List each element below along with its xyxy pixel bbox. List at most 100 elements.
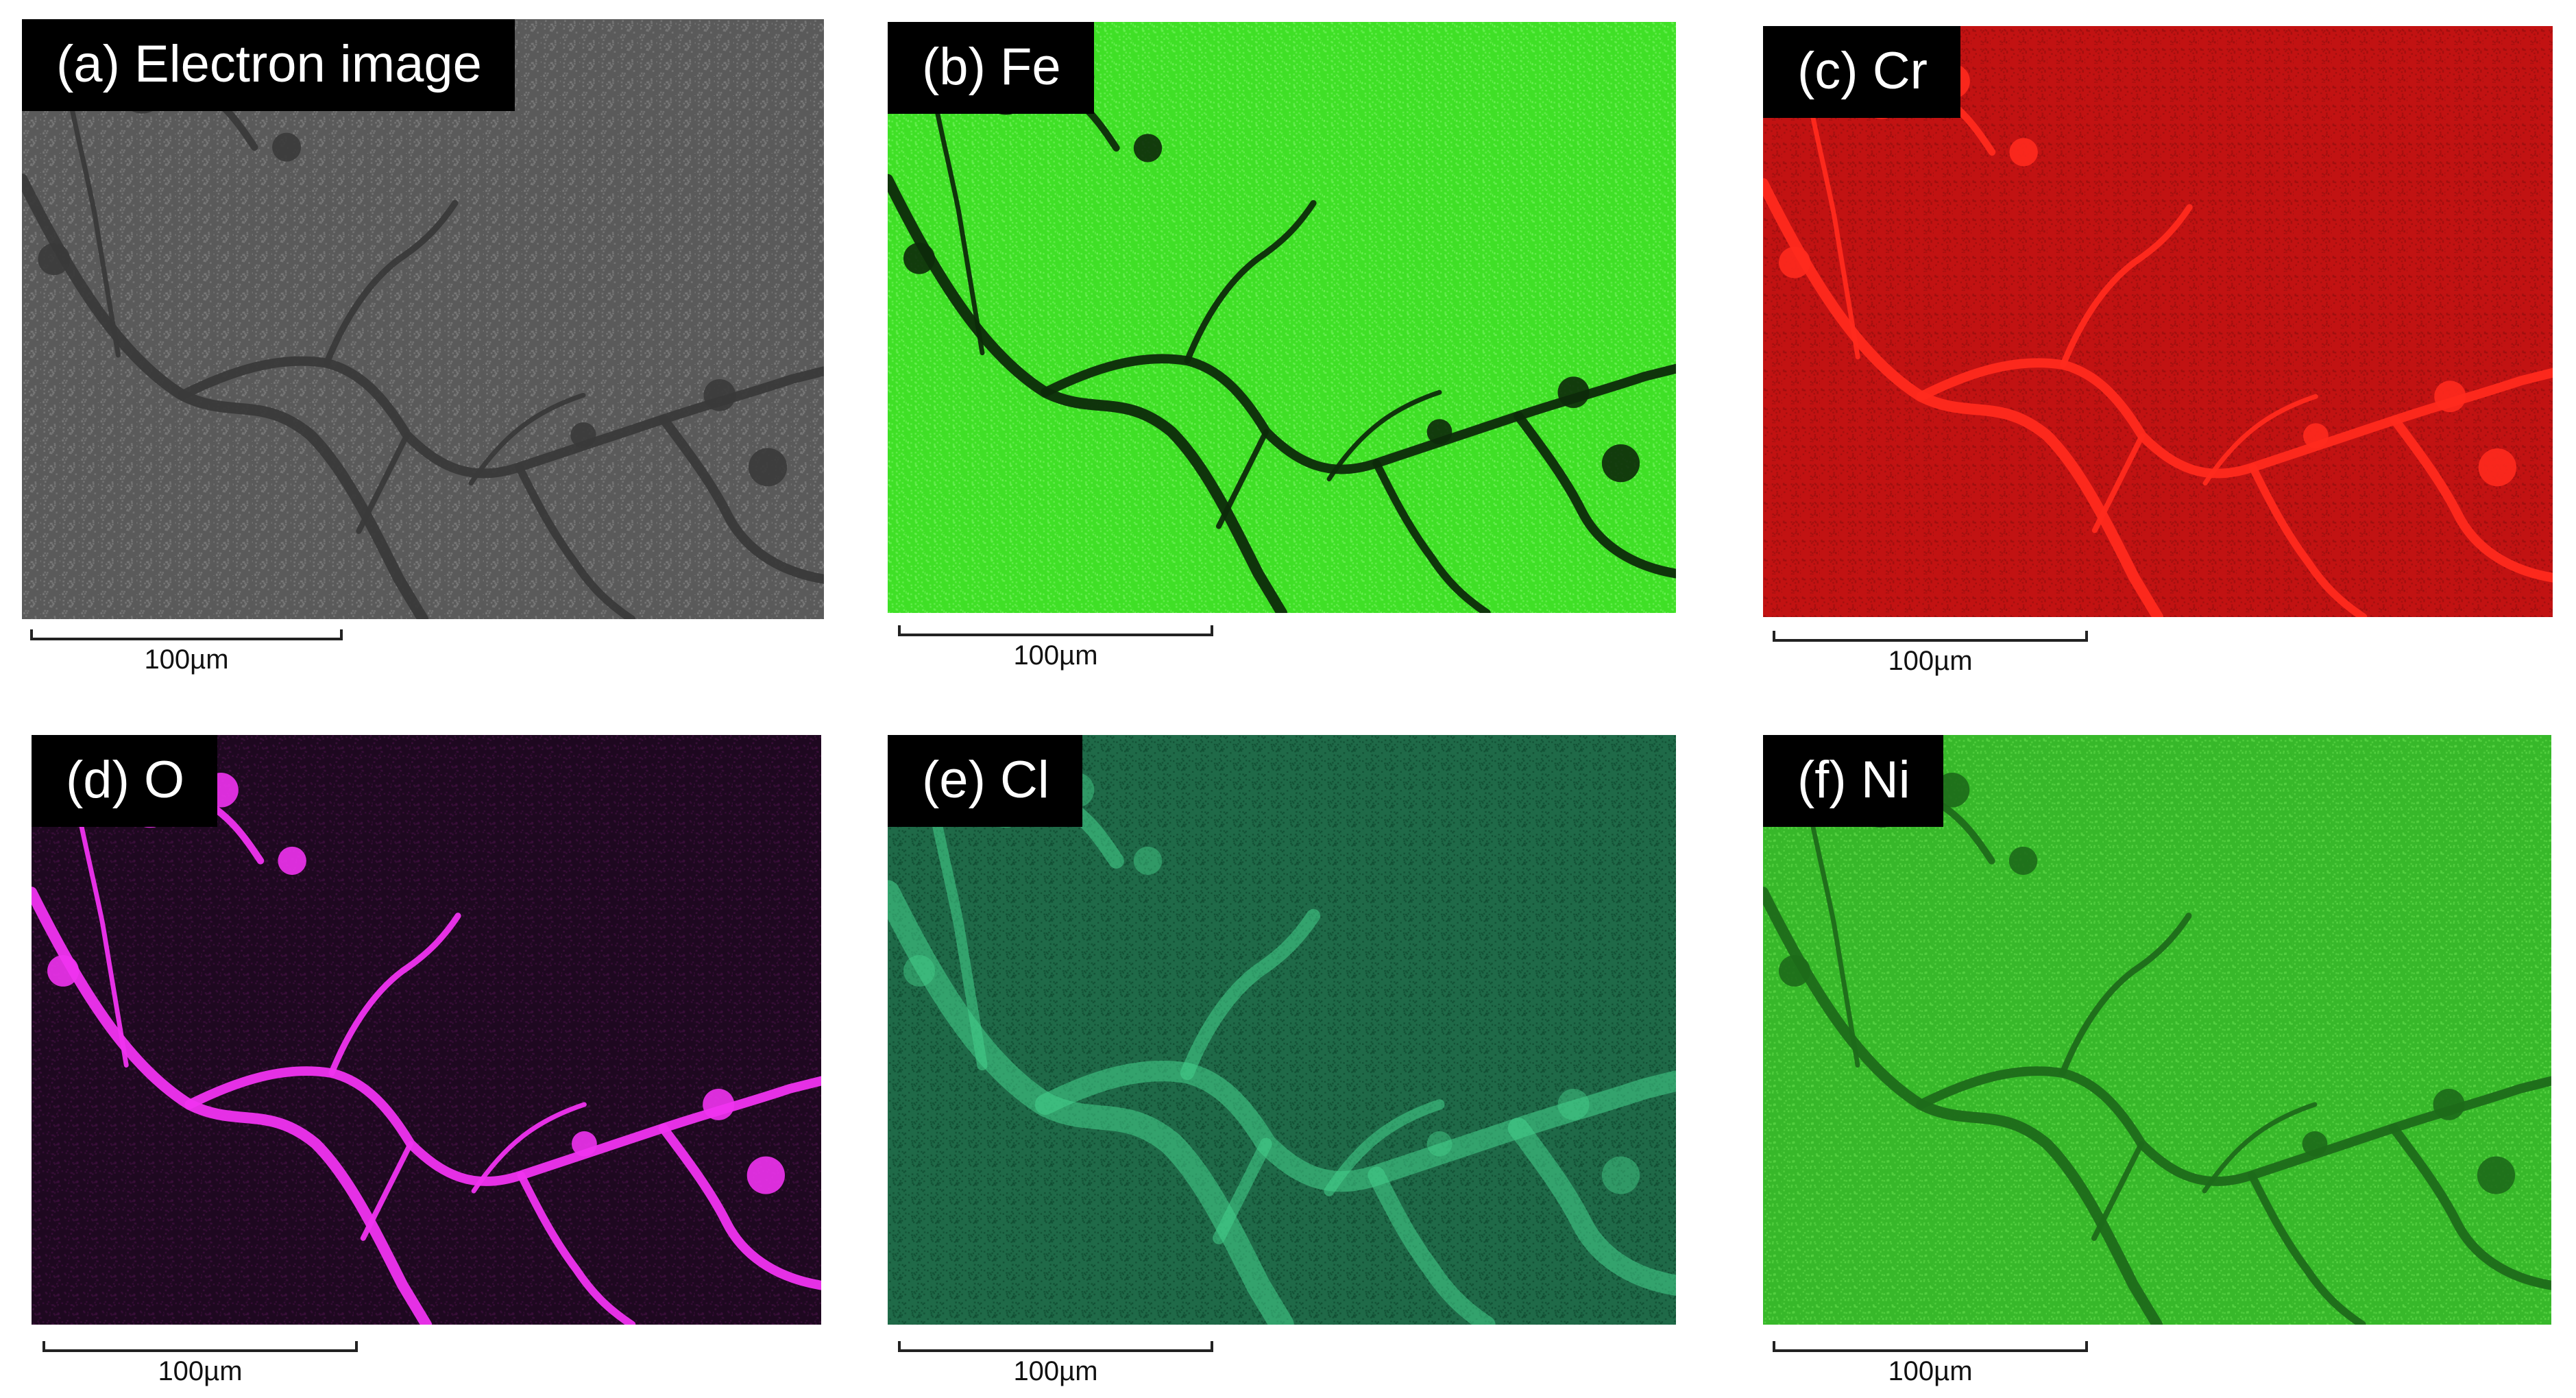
cr-element-map [1763,26,2553,617]
crack-segment [1763,887,2163,1325]
panel-d-scale-text: 100µm [158,1356,243,1386]
crack-segment [1372,459,1491,613]
panel-b-scale-text: 100µm [1013,640,1098,671]
panel-b-scale-bar: 100µm [898,625,1213,673]
panel-a-scale-text: 100µm [144,644,229,675]
panel-c-cr-map: (c) Cr [1763,26,2553,617]
panel-a-electron-image: (a) Electron image [22,19,824,619]
crack-segment [471,1102,587,1194]
crack-segment [468,392,586,486]
crack-segment [517,1171,636,1325]
oxide-nodule [1426,419,1453,445]
crack-segment [2060,204,2193,368]
crack-segment [1034,1060,1676,1192]
panel-d-o-map: (d) O [32,735,821,1325]
oxide-nodule [2009,138,2038,167]
crack-segment [932,98,985,356]
crack-segment [22,173,429,619]
oxide-nodule [2008,846,2038,876]
crack-segment [1763,178,2164,617]
oxide-nodule [1779,246,1811,278]
crack-segment [658,1123,821,1290]
oxide-nodule [903,955,935,987]
crack-segment [328,913,461,1076]
crack-segment [2390,415,2553,583]
panel-d-scale-bar: 100µm [42,1341,358,1389]
oxide-nodule [1557,376,1590,409]
crack-segment [929,808,988,1071]
crack-segment [1324,1099,1445,1196]
panel-e-scale-bar: 100µm [898,1341,1213,1389]
crack-segment [1368,1166,1496,1325]
oxide-nodule [272,132,302,162]
oxide-nodule [571,1131,597,1157]
crack-segment [1916,358,2553,479]
oxide-nodule [746,1156,786,1194]
crack-segment [76,811,129,1068]
crack-segment [1507,1118,1676,1296]
crack-segment [2389,1123,2551,1290]
oxide-nodule [2433,1089,2465,1120]
fe-element-map [888,22,1676,613]
panel-c-label: (c) Cr [1763,26,1960,118]
panel-e-label: (e) Cl [888,735,1082,827]
crack-segment [2248,1171,2366,1325]
crack-segment [2091,433,2145,533]
crack-segment [1514,411,1676,579]
oxide-nodule [2302,423,2329,449]
oxide-nodule [1133,846,1163,876]
crack-segment [1326,389,1442,482]
crack-segment [888,173,1288,613]
crack-segment [888,880,1294,1325]
crack-segment [67,97,121,358]
panel-b-fe-map: (b) Fe [888,22,1676,613]
crack-segment [1808,811,1860,1068]
oxide-nodule [1133,134,1163,162]
panel-c-scale-bar: 100µm [1773,631,2088,679]
crack-segment [1213,1137,1272,1244]
crack-segment [32,887,433,1325]
panel-a-label: (a) Electron image [22,19,515,111]
oxide-nodule [1557,1089,1590,1120]
oxide-nodule [749,448,788,487]
crack-segment [323,200,459,367]
panel-d-label: (d) O [32,735,218,827]
o-element-map [32,735,821,1325]
crack-segment [1184,200,1317,364]
crack-segment [2091,1141,2145,1241]
oxide-nodule [2434,381,2466,413]
oxide-nodule [1426,1131,1453,1157]
crack-segment [184,1066,821,1186]
crack-segment [177,356,824,479]
oxide-nodule [38,243,71,276]
panel-f-scale-bar: 100µm [1773,1341,2088,1389]
oxide-nodule [1601,444,1640,483]
oxide-nodule [703,379,736,411]
crack-segment [1215,429,1269,529]
panel-e-cl-map: (e) Cl [888,735,1676,1325]
crack-segment [1916,1066,2551,1186]
crack-segment [658,414,824,584]
panel-b-label: (b) Fe [888,22,1094,114]
panel-a-scale-bar: 100µm [30,629,343,677]
oxide-nodule [278,846,306,876]
oxide-nodule [2302,1131,2328,1157]
crack-segment [2059,913,2192,1076]
panel-f-label: (f) Ni [1763,735,1943,827]
oxide-nodule [570,422,596,448]
oxide-nodule [47,955,80,987]
crack-segment [515,463,636,619]
oxide-nodule [2478,448,2517,487]
crack-segment [1808,102,1860,360]
crack-segment [360,1141,413,1241]
oxide-nodule [1601,1156,1640,1194]
panel-c-scale-text: 100µm [1888,646,1973,676]
oxide-nodule [703,1089,735,1120]
oxide-nodule [903,242,935,274]
crack-segment [2202,1102,2318,1194]
crack-segment [356,432,410,534]
crack-segment [1180,908,1321,1081]
oxide-nodule [2477,1156,2516,1194]
crack-segment [2202,394,2318,486]
panel-f-ni-map: (f) Ni [1763,735,2551,1325]
